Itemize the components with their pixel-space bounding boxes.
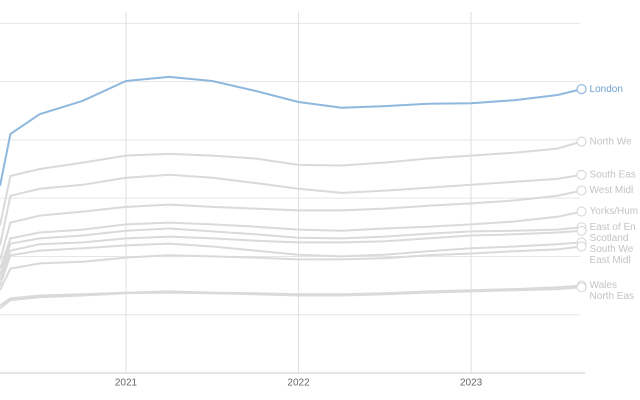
end-marker xyxy=(576,241,587,252)
series-line xyxy=(0,226,582,276)
series-line xyxy=(0,189,582,261)
series-label: South Eas xyxy=(590,169,636,180)
series-line xyxy=(0,229,582,281)
x-tick-label: 2023 xyxy=(460,378,483,389)
series-label: East Midl xyxy=(590,255,631,266)
series-label: South We xyxy=(590,244,634,255)
series-line xyxy=(0,140,582,226)
x-tick-label: 2022 xyxy=(287,378,310,389)
series-line xyxy=(0,75,582,187)
end-marker xyxy=(576,84,587,95)
series-label: West Midl xyxy=(590,185,634,196)
x-tick-label: 2021 xyxy=(115,378,138,389)
end-marker xyxy=(576,206,587,217)
series-line xyxy=(0,173,582,246)
series-label: North We xyxy=(590,136,632,147)
series-line xyxy=(0,284,582,307)
end-marker xyxy=(576,225,587,236)
end-marker xyxy=(576,136,587,147)
end-marker xyxy=(576,169,587,180)
end-marker xyxy=(576,282,587,293)
series-label: Scotland xyxy=(590,233,629,244)
series-label: North Eas xyxy=(590,291,634,302)
series-line xyxy=(0,245,582,291)
series-label: East of En xyxy=(590,222,636,233)
series-line xyxy=(0,241,582,286)
series-label: Wales xyxy=(590,280,617,291)
series-label: London xyxy=(590,84,623,95)
series-label: Yorks/Hum xyxy=(590,206,639,217)
end-marker xyxy=(576,185,587,196)
series-line xyxy=(0,210,582,270)
series-line xyxy=(0,286,582,310)
